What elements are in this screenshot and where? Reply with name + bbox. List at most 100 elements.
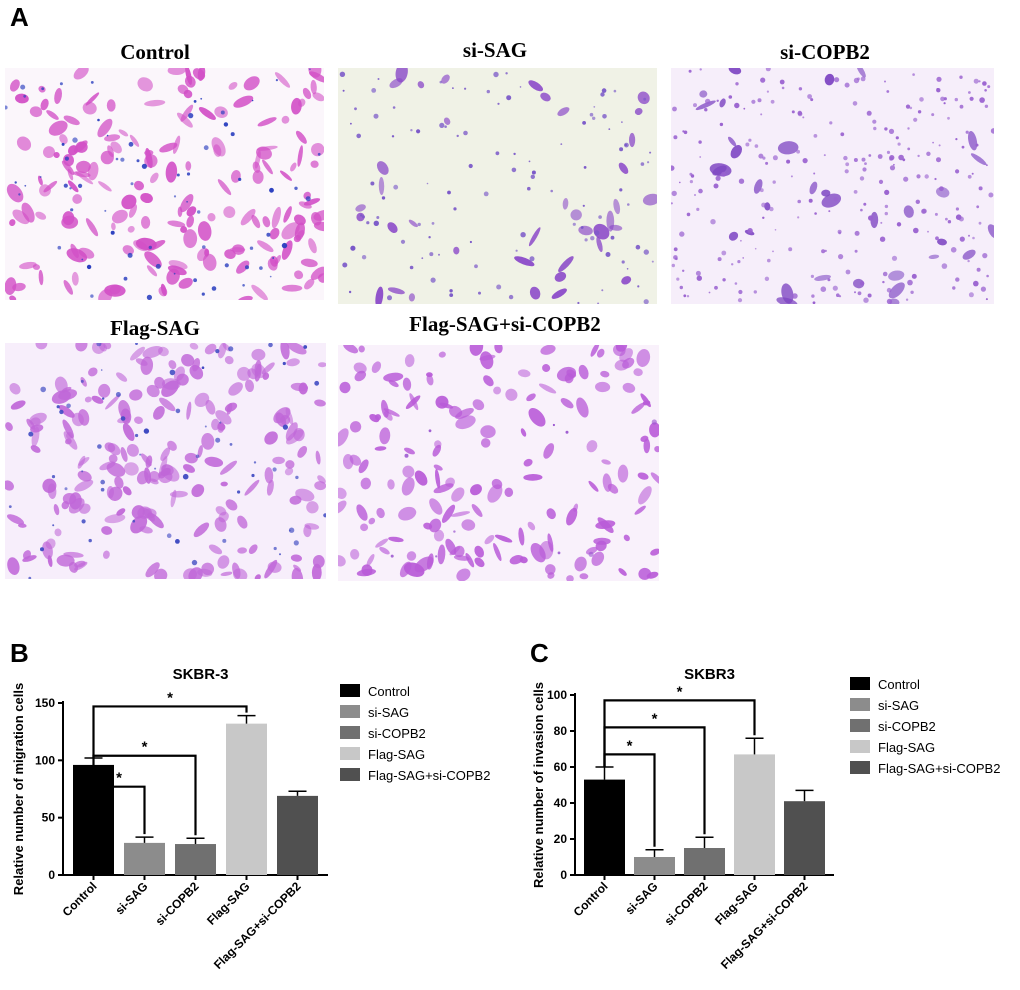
pore-dot: [932, 141, 934, 144]
stained-cell: [298, 201, 312, 209]
stained-cell: [53, 504, 60, 516]
stained-cell: [356, 504, 368, 521]
stained-cell: [129, 389, 143, 401]
pore-dot: [468, 163, 473, 169]
stained-cell: [480, 438, 491, 448]
stained-cell: [366, 553, 375, 567]
pore-dot: [911, 273, 917, 279]
stained-cell: [637, 472, 649, 480]
stained-cell: [937, 238, 947, 246]
legend-label: si-SAG: [878, 698, 919, 713]
pore-dot: [976, 267, 981, 272]
stained-cell: [193, 522, 210, 538]
pore-dot: [878, 179, 884, 184]
bar-flag-sag-si-copb2: [277, 795, 318, 875]
pore-dot: [643, 97, 647, 101]
stained-cell: [84, 396, 92, 403]
pore-dot: [853, 190, 858, 194]
pore-dot: [59, 409, 64, 415]
stained-cell: [300, 258, 318, 268]
pore-dot: [886, 287, 892, 293]
stained-cell: [699, 90, 708, 98]
pore-dot: [765, 68, 771, 72]
pore-dot: [716, 99, 719, 102]
pore-dot: [969, 96, 974, 101]
pore-dot: [410, 129, 413, 132]
stained-cell: [529, 286, 541, 300]
stained-cell: [640, 435, 649, 442]
stained-cell: [368, 517, 376, 525]
stained-cell: [29, 106, 43, 118]
stained-cell: [48, 120, 68, 136]
stained-cell: [63, 280, 74, 295]
pore-dot: [449, 289, 453, 293]
pore-dot: [81, 258, 84, 261]
stained-cell: [576, 397, 589, 418]
stained-cell: [526, 393, 536, 402]
stained-cell: [43, 146, 55, 159]
pore-dot: [679, 231, 685, 237]
stained-cell: [643, 438, 651, 454]
stained-cell: [189, 343, 199, 350]
stained-cell: [178, 277, 193, 289]
y-tick-label: 20: [554, 832, 568, 846]
pore-dot: [8, 505, 12, 508]
pore-dot: [64, 487, 68, 491]
pore-dot: [439, 122, 445, 128]
pore-dot: [550, 189, 553, 193]
stained-cell: [574, 556, 587, 572]
pore-dot: [508, 294, 514, 300]
pore-dot: [941, 263, 948, 269]
pore-dot: [811, 294, 815, 298]
stained-cell: [540, 345, 556, 355]
stained-cell: [636, 348, 651, 368]
pore-dot: [808, 198, 813, 203]
pore-dot: [978, 186, 983, 191]
pore-dot: [719, 122, 724, 127]
stained-cell: [557, 107, 570, 117]
pore-dot: [813, 172, 816, 175]
stained-cell: [297, 145, 303, 167]
pore-dot: [173, 272, 176, 275]
stained-cell: [139, 526, 153, 534]
pore-dot: [671, 202, 673, 205]
stained-cell: [122, 486, 132, 496]
stained-cell: [453, 545, 465, 558]
panel-a-letter: A: [10, 2, 29, 32]
legend-swatch: [340, 684, 360, 697]
bar-flag-sag: [226, 723, 267, 875]
pore-dot: [143, 428, 150, 434]
pore-dot: [635, 244, 641, 250]
stained-cell: [197, 445, 203, 458]
stained-cell: [562, 198, 569, 210]
pore-dot: [493, 71, 499, 78]
chart-title: SKBR3: [684, 666, 735, 683]
pore-dot: [474, 264, 478, 269]
stained-cell: [101, 526, 113, 535]
stained-cell: [987, 224, 994, 239]
stained-cell: [150, 172, 159, 184]
stained-cell: [201, 433, 215, 450]
pore-dot: [967, 259, 970, 263]
pore-dot: [268, 343, 273, 348]
image-title-si-copb2: si-COPB2: [780, 40, 870, 64]
stained-cell: [297, 445, 308, 458]
pore-dot: [813, 134, 818, 138]
stained-cell: [281, 115, 290, 124]
stained-cell: [376, 507, 385, 519]
pore-dot: [959, 236, 965, 242]
pore-dot: [52, 524, 55, 527]
pore-dot: [259, 266, 263, 270]
stained-cell: [184, 75, 196, 88]
stained-cell: [120, 447, 128, 462]
stained-cell: [215, 410, 232, 425]
pore-dot: [182, 473, 189, 480]
stained-cell: [169, 490, 188, 498]
stained-cell: [219, 460, 238, 475]
pore-dot: [938, 144, 941, 147]
stained-cell: [9, 219, 16, 227]
stained-cell: [58, 405, 75, 418]
stained-cell: [483, 375, 494, 387]
stained-cell: [435, 395, 449, 409]
pore-dot: [41, 87, 45, 91]
